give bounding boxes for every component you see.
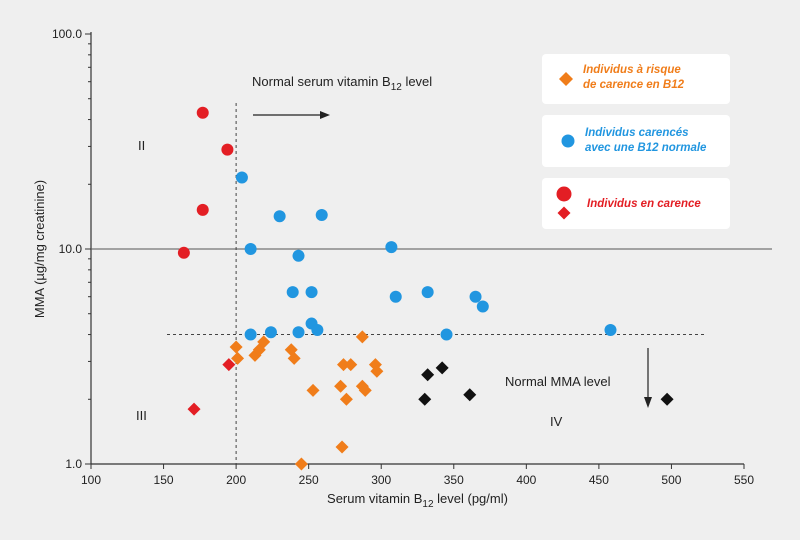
data-point-circle-series-2 bbox=[221, 143, 234, 156]
data-point-diamond-series-0 bbox=[334, 379, 348, 393]
arrow-down-head bbox=[644, 397, 652, 408]
data-point-diamond-series-0 bbox=[336, 358, 350, 372]
data-point-diamond-series-0 bbox=[358, 383, 372, 397]
data-point-diamond-series-0 bbox=[355, 330, 369, 344]
data-point-diamond-series-3 bbox=[435, 361, 449, 375]
x-tick-label: 450 bbox=[589, 473, 609, 487]
x-tick-label: 250 bbox=[299, 473, 319, 487]
legend-orange-diamond-icon bbox=[559, 72, 573, 86]
legend-blue-circle-icon bbox=[561, 134, 575, 148]
data-point-diamond-series-0 bbox=[306, 383, 320, 397]
x-tick-label: 100 bbox=[81, 473, 101, 487]
data-point-circle-series-2 bbox=[196, 106, 209, 119]
data-point-diamond-series-3 bbox=[418, 392, 432, 406]
data-point-diamond-series-0 bbox=[257, 335, 271, 349]
quadrant-label-iv: IV bbox=[550, 414, 563, 429]
legend-label-deficient: Individus en carence bbox=[587, 198, 701, 210]
data-point-circle-series-1 bbox=[244, 243, 257, 255]
x-tick-label: 150 bbox=[154, 473, 174, 487]
data-point-diamond-series-0 bbox=[335, 440, 349, 454]
data-point-diamond-series-2 bbox=[222, 358, 236, 372]
quadrant-label-ii: II bbox=[138, 138, 145, 153]
y-tick-label: 10.0 bbox=[59, 242, 83, 256]
x-tick-label: 350 bbox=[444, 473, 464, 487]
data-point-circle-series-1 bbox=[476, 300, 489, 313]
legend-box-deficient: Individus en carence bbox=[542, 178, 730, 229]
data-point-circle-series-1 bbox=[235, 171, 248, 184]
data-point-diamond-series-2 bbox=[187, 402, 201, 416]
data-point-circle-series-1 bbox=[389, 290, 402, 303]
legend-red-circle-icon bbox=[556, 186, 572, 202]
data-point-diamond-series-0 bbox=[229, 340, 243, 354]
data-point-circle-series-2 bbox=[196, 203, 209, 216]
legend-label-risk: Individus à risque de carence en B12 bbox=[583, 64, 685, 91]
data-point-circle-series-2 bbox=[177, 246, 190, 259]
x-tick-label: 500 bbox=[661, 473, 681, 487]
data-point-circle-series-1 bbox=[385, 241, 398, 254]
data-point-circle-series-1 bbox=[604, 324, 617, 337]
data-point-circle-series-1 bbox=[292, 249, 305, 262]
data-point-diamond-series-0 bbox=[344, 358, 358, 372]
data-point-circle-series-1 bbox=[440, 328, 453, 341]
data-point-circle-series-1 bbox=[286, 286, 299, 299]
annotation-normal-b12: Normal serum vitamin B12 level bbox=[252, 74, 432, 93]
data-point-diamond-series-3 bbox=[463, 388, 477, 402]
quadrant-label-iii: III bbox=[136, 408, 147, 423]
data-point-diamond-series-0 bbox=[287, 351, 301, 365]
data-point-circle-series-1 bbox=[244, 328, 257, 341]
annotation-normal-mma: Normal MMA level bbox=[505, 374, 611, 389]
data-point-diamond-series-0 bbox=[231, 351, 245, 365]
y-tick-label: 1.0 bbox=[65, 457, 82, 471]
legend-box-deficient-normal-b12: Individus carencés avec une B12 normale bbox=[542, 115, 730, 167]
data-point-circle-series-1 bbox=[292, 326, 305, 339]
x-tick-label: 300 bbox=[371, 473, 391, 487]
x-axis-label: Serum vitamin B12 level (pg/ml) bbox=[327, 491, 508, 510]
y-axis-label: MMA (µg/mg creatinine) bbox=[32, 180, 47, 318]
data-point-diamond-series-3 bbox=[421, 368, 435, 382]
legend-red-diamond-icon bbox=[557, 206, 571, 220]
data-point-diamond-series-3 bbox=[660, 392, 674, 406]
data-point-circle-series-1 bbox=[264, 326, 277, 339]
legend-label-deficient-normal-b12: Individus carencés avec une B12 normale bbox=[585, 127, 707, 154]
data-point-circle-series-1 bbox=[421, 286, 434, 299]
data-point-diamond-series-0 bbox=[294, 457, 308, 471]
data-point-circle-series-1 bbox=[315, 208, 328, 221]
data-point-circle-series-1 bbox=[311, 324, 324, 337]
data-point-diamond-series-0 bbox=[339, 392, 353, 406]
data-point-diamond-series-0 bbox=[370, 364, 384, 378]
x-tick-label: 550 bbox=[734, 473, 754, 487]
x-tick-label: 200 bbox=[226, 473, 246, 487]
arrow-right-head bbox=[320, 111, 330, 119]
data-point-circle-series-1 bbox=[469, 290, 482, 303]
data-point-circle-series-1 bbox=[305, 286, 318, 299]
legend-box-risk: Individus à risque de carence en B12 bbox=[542, 54, 730, 104]
data-point-circle-series-1 bbox=[273, 210, 286, 223]
y-tick-label: 100.0 bbox=[52, 27, 82, 41]
x-tick-label: 400 bbox=[516, 473, 536, 487]
